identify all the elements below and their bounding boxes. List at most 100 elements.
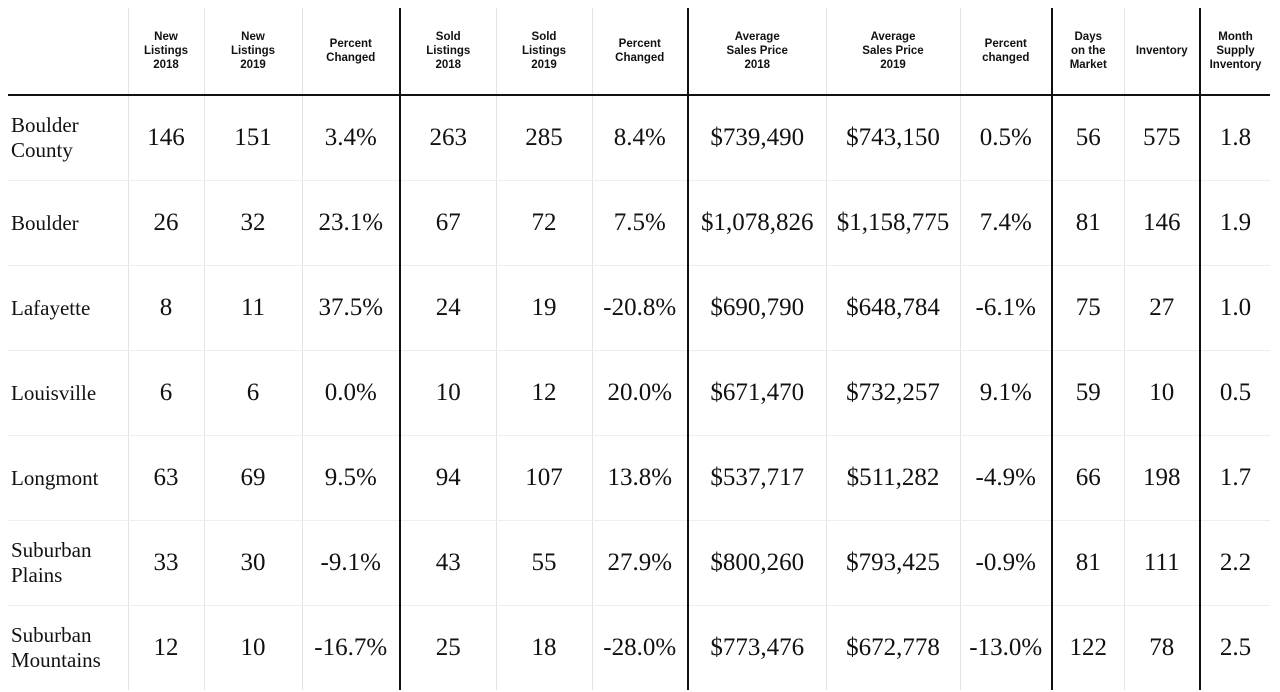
table-cell: 151 [203,95,302,181]
table-cell: 12 [127,605,204,690]
column-header-line: Listings [230,45,276,57]
table-cell: 146 [127,95,204,181]
row-label-line: Longmont [11,465,99,490]
table-cell: 72 [495,180,592,266]
table-body: Boulder County 146 151 3.4% 263 285 8.4% $739,49… [8,95,1270,690]
table-cell: 43 [399,520,496,606]
table-cell: 75 [1051,265,1124,351]
table-cell: -9.1% [301,520,400,606]
table-cell: $511,282 [825,435,960,521]
table-row: Lafayette 8 11 37.5% 24 19 -20.8% $690,790 $648,… [8,265,1270,351]
table-cell: 25 [399,605,496,690]
column-header-line: Percent [329,38,372,50]
table-cell: -4.9% [959,435,1052,521]
column-header-line: on the [1071,45,1106,57]
table-header: New Listings 2018 New Listings 2019 Percent Cha… [8,8,1270,96]
table-cell: 30 [203,520,302,606]
table-row: Boulder County 146 151 3.4% 263 285 8.4% $739,49… [8,95,1270,181]
table-cell: 27 [1123,265,1200,351]
table-cell: 575 [1123,95,1200,181]
table-row: Suburban Plains 33 30 -9.1% 43 55 27.9% $800,260… [8,520,1270,606]
table-cell: 81 [1051,180,1124,266]
column-header-line: Sold [435,31,461,43]
header-area [8,8,128,96]
column-header-line: Changed [326,52,376,64]
table-cell: $1,078,826 [687,180,826,266]
table-cell: -16.7% [301,605,400,690]
table-cell: 10 [1123,350,1200,436]
column-header: Average Sales Price 2019 [825,8,960,96]
row-label: Suburban Plains [8,520,128,606]
table-cell: $672,778 [825,605,960,690]
table-cell: 94 [399,435,496,521]
column-header-line: 2019 [240,59,266,71]
table-cell: 33 [127,520,204,606]
table-cell: 1.7 [1199,435,1270,521]
column-header-line: 2019 [880,59,906,71]
table-cell: 37.5% [301,265,400,351]
table-cell: 9.1% [959,350,1052,436]
column-header: Percent changed [959,8,1052,96]
column-header: Average Sales Price 2018 [687,8,826,96]
table-cell: 55 [495,520,592,606]
table-cell: 23.1% [301,180,400,266]
row-label-line: Plains [11,563,63,587]
table-cell: 10 [399,350,496,436]
table-cell: 3.4% [301,95,400,181]
table-cell: 1.0 [1199,265,1270,351]
column-header-line: Changed [615,52,665,64]
table-cell: $1,158,775 [825,180,960,266]
column-header: Month Supply Inventory [1199,8,1270,96]
column-header-line: Percent [984,38,1027,50]
column-header-line: Sold [531,31,557,43]
row-label-line: Boulder [11,210,79,235]
table-cell: 12 [495,350,592,436]
column-header-line: Market [1069,59,1107,71]
table-cell: 18 [495,605,592,690]
table-cell: 67 [399,180,496,266]
column-header: Percent Changed [591,8,688,96]
table-cell: -6.1% [959,265,1052,351]
table-cell: $800,260 [687,520,826,606]
table-cell: 27.9% [591,520,688,606]
column-header: Days on the Market [1051,8,1124,96]
table-cell: $739,490 [687,95,826,181]
table-row: Longmont 63 69 9.5% 94 107 13.8% $537,717 $511,2… [8,435,1270,521]
row-label: Suburban Mountains [8,606,128,691]
column-header-line: New [241,31,265,43]
row-label-line: Louisville [11,380,97,405]
column-header-line: changed [982,52,1030,64]
table-cell: 111 [1123,520,1200,606]
table-cell: 78 [1123,605,1200,690]
table-row: Boulder 26 32 23.1% 67 72 7.5% $1,078,826 $1,158… [8,180,1270,266]
table-cell: 198 [1123,435,1200,521]
table-cell: $537,717 [687,435,826,521]
table-cell: 0.5% [959,95,1052,181]
table-row: Louisville 6 6 0.0% 10 12 20.0% $671,470 $732,25… [8,350,1270,436]
table-cell: $690,790 [687,265,826,351]
table-cell: 0.5 [1199,350,1270,436]
column-header: Sold Listings 2019 [495,8,592,96]
row-label-line: Suburban [11,623,92,647]
column-header-line: Days [1074,31,1103,43]
column-header-line: Supply [1216,45,1255,57]
table-cell: 13.8% [591,435,688,521]
column-header-line: 2018 [435,59,462,71]
table-cell: 8 [127,265,204,351]
column-header-line: Average [870,31,916,43]
column-header-line: Inventory [1209,59,1262,71]
table-cell: $773,476 [687,605,826,690]
table-cell: $648,784 [825,265,960,351]
column-header: New Listings 2019 [203,8,302,96]
column-header-line: 2018 [153,59,179,71]
column-header-line: New [154,31,178,43]
table-cell: -13.0% [959,605,1052,690]
table-cell: $671,470 [687,350,826,436]
table-row: Suburban Mountains 12 10 -16.7% 25 18 -28.0% $77… [8,605,1270,691]
table-cell: 6 [127,350,204,436]
row-label-line: Boulder [11,113,79,137]
table-cell: 1.9 [1199,180,1270,266]
header-row: New Listings 2018 New Listings 2019 Percent Cha… [8,8,1270,96]
table-cell: $743,150 [825,95,960,181]
table-cell: 63 [127,435,204,521]
